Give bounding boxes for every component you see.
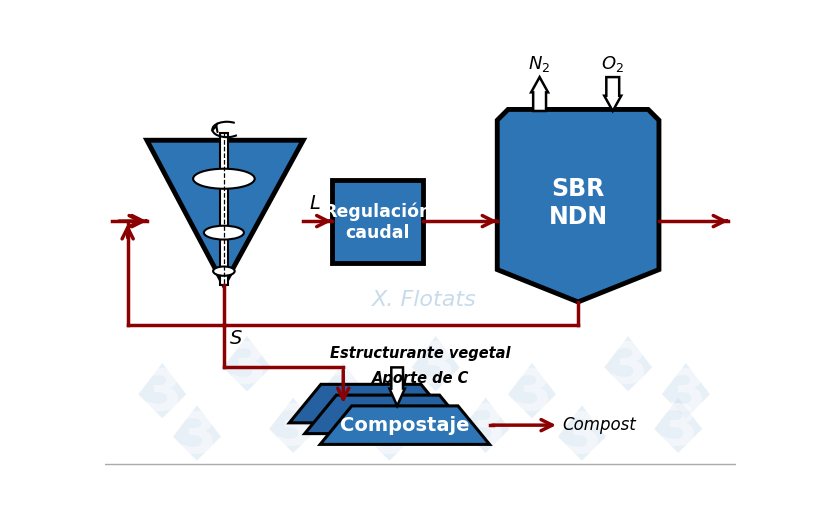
Polygon shape: [223, 336, 271, 392]
Text: 3: 3: [562, 411, 601, 466]
Text: L: L: [309, 194, 320, 213]
Polygon shape: [496, 110, 658, 302]
Text: Estructurante vegetal: Estructurante vegetal: [329, 346, 510, 361]
Text: $N_2$: $N_2$: [528, 54, 550, 74]
Text: 3: 3: [177, 411, 216, 466]
Polygon shape: [411, 336, 459, 392]
Text: 3: 3: [608, 341, 647, 396]
Ellipse shape: [213, 267, 234, 276]
Polygon shape: [507, 363, 555, 418]
Polygon shape: [173, 405, 220, 461]
Polygon shape: [557, 405, 605, 461]
Polygon shape: [365, 405, 413, 461]
Polygon shape: [289, 384, 452, 423]
Polygon shape: [389, 367, 405, 406]
Polygon shape: [461, 397, 509, 453]
Polygon shape: [654, 397, 701, 453]
Polygon shape: [319, 363, 367, 418]
FancyBboxPatch shape: [332, 180, 422, 264]
Polygon shape: [138, 363, 186, 418]
Text: 3: 3: [512, 368, 551, 423]
Text: Compost: Compost: [562, 416, 636, 434]
Text: 3: 3: [274, 403, 313, 458]
Polygon shape: [319, 406, 489, 444]
Polygon shape: [305, 395, 470, 434]
Text: 3: 3: [465, 403, 505, 458]
Text: 3: 3: [369, 411, 409, 466]
Ellipse shape: [204, 226, 243, 240]
Text: Aporte de C: Aporte de C: [371, 371, 468, 386]
Text: 3: 3: [227, 341, 266, 396]
Polygon shape: [269, 397, 317, 453]
Text: 3: 3: [665, 368, 704, 423]
Text: X. Flotats: X. Flotats: [371, 290, 476, 310]
Polygon shape: [531, 77, 547, 111]
Text: 3: 3: [143, 368, 182, 423]
Polygon shape: [661, 363, 709, 418]
Text: Regulación
caudal: Regulación caudal: [323, 202, 431, 241]
Polygon shape: [604, 77, 621, 111]
Text: S: S: [230, 329, 242, 348]
Text: 3: 3: [415, 341, 455, 396]
FancyBboxPatch shape: [219, 132, 228, 285]
Text: 3: 3: [324, 368, 363, 423]
Text: SBR
NDN: SBR NDN: [548, 178, 607, 229]
Polygon shape: [604, 336, 651, 392]
Text: 3: 3: [658, 403, 697, 458]
Polygon shape: [147, 140, 303, 285]
Text: $O_2$: $O_2$: [600, 54, 623, 74]
Text: Compostaje: Compostaje: [340, 416, 469, 435]
Ellipse shape: [192, 169, 255, 189]
